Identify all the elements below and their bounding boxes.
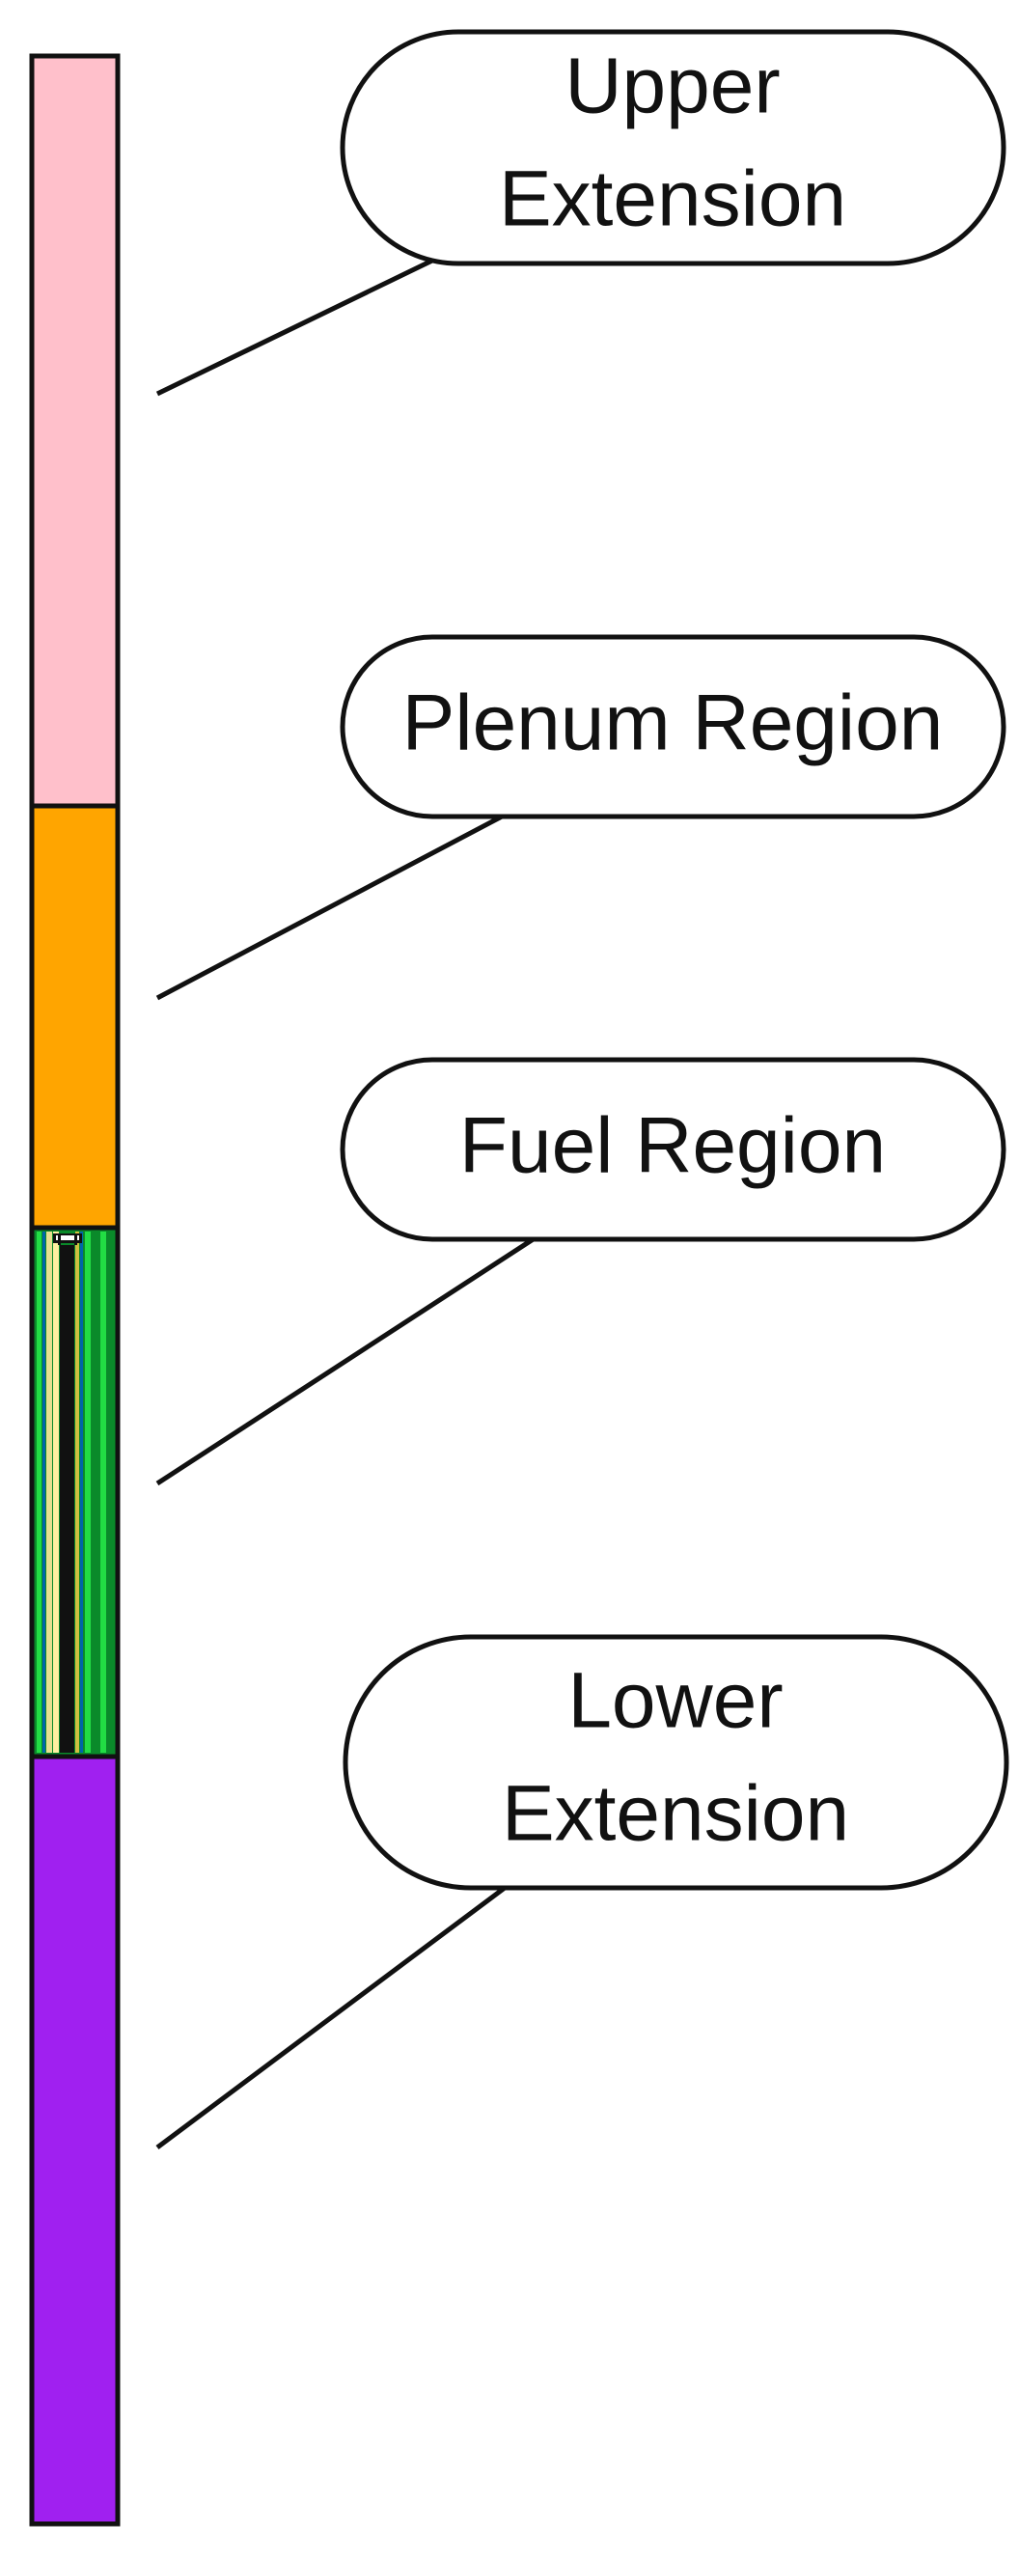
lower-extension-segment: [29, 1754, 121, 2527]
fuel-region-callout: Fuel Region: [340, 1057, 1006, 1242]
fuel-region-segment: [29, 1225, 121, 1759]
fuel-cladding-stripe: [85, 1232, 91, 1753]
fuel-pellet-column: [60, 1245, 74, 1753]
lower-extension-leader: [155, 1885, 507, 2150]
lower-extension-label-line-1: Lower: [567, 1657, 783, 1745]
lower-extension-label-line-2: Extension: [502, 1770, 849, 1858]
plenum-region-leader: [155, 814, 504, 1001]
fuel-region-leader: [155, 1235, 537, 1486]
fuel-region-label: Fuel Region: [459, 1102, 886, 1190]
lower-extension-callout: Lower Extension: [343, 1634, 1009, 1891]
upper-extension-label-line-1: Upper: [565, 42, 780, 130]
fuel-cladding-stripe: [37, 1232, 41, 1753]
upper-extension-label-line-2: Extension: [499, 155, 846, 243]
fuel-cladding-stripe: [100, 1232, 106, 1753]
fuel-rod: [29, 53, 121, 2527]
plenum-region-label: Plenum Region: [402, 679, 944, 767]
upper-extension-segment: [29, 53, 121, 809]
plenum-region-callout: Plenum Region: [340, 634, 1006, 819]
leader-lines: [155, 256, 537, 2150]
upper-extension-callout: Upper Extension: [340, 29, 1006, 266]
upper-extension-leader: [155, 256, 438, 397]
plenum-region-segment: [29, 803, 121, 1231]
